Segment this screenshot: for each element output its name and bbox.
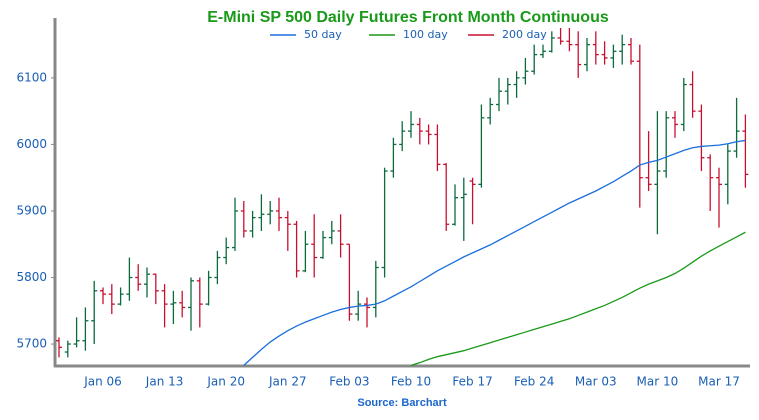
x-tick-label: Jan 06	[83, 375, 122, 389]
y-tick-label: 5900	[16, 203, 47, 217]
y-tick-label: 5800	[16, 270, 47, 284]
x-tick-label: Mar 03	[575, 375, 617, 389]
x-tick-label: Feb 24	[514, 375, 554, 389]
y-tick-label: 6100	[16, 70, 47, 84]
source: Source: Barchart	[357, 397, 447, 409]
x-tick-label: Jan 27	[268, 375, 307, 389]
x-tick-label: Feb 17	[452, 375, 492, 389]
x-tick-label: Jan 20	[206, 375, 245, 389]
x-tick-label: Jan 13	[145, 375, 184, 389]
ma-line	[410, 231, 746, 366]
x-tick-label: Mar 17	[698, 375, 740, 389]
x-tick-label: Mar 10	[637, 375, 679, 389]
x-tick-label: Feb 10	[391, 375, 431, 389]
ma-line	[243, 139, 746, 366]
legend-label: 100 day	[403, 28, 448, 41]
y-tick-label: 5700	[16, 337, 47, 351]
chart-title: E-Mini SP 500 Daily Futures Front Month …	[207, 9, 609, 26]
x-tick-label: Feb 03	[329, 375, 369, 389]
legend-label: 200 day	[502, 28, 547, 41]
legend-label: 50 day	[304, 28, 342, 41]
y-tick-label: 6000	[16, 137, 47, 151]
